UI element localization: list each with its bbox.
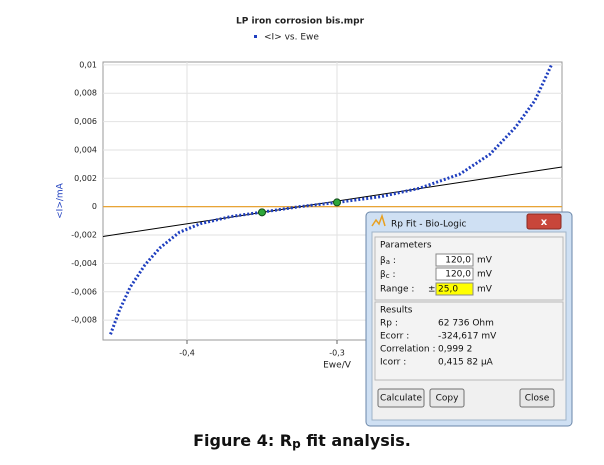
input[interactable] <box>435 267 474 281</box>
result-label: Correlation : <box>380 345 436 355</box>
button-label: Close <box>525 394 550 404</box>
y-tick-label: 0 <box>92 202 97 211</box>
dialog: Rp Fit - Bio-Logic x Parameters βa : 120… <box>365 211 573 427</box>
button-label: Copy <box>436 394 460 404</box>
button-label: Calculate <box>380 394 422 404</box>
result-value: -324,617 mV <box>438 332 497 342</box>
result-value: 0,415 82 µA <box>438 358 494 368</box>
x-axis-label: Ewe/V <box>323 361 352 371</box>
y-tick-label: 0,008 <box>74 89 97 98</box>
button[interactable] <box>519 388 555 408</box>
parameters-heading: Parameters <box>380 241 432 251</box>
param-value: 120,0 <box>445 270 471 280</box>
results-heading: Results <box>380 306 413 316</box>
button[interactable] <box>429 388 465 408</box>
param-unit: mV <box>477 270 493 280</box>
x-tick-label: -0,4 <box>179 349 195 358</box>
y-tick-label: -0,002 <box>71 231 97 240</box>
param-label: Range : <box>380 285 414 295</box>
result-label: Ecorr : <box>380 332 409 342</box>
y-tick-label: 0,002 <box>74 174 97 183</box>
result-label: Icorr : <box>380 358 406 368</box>
x-tick-label: -0,3 <box>329 349 345 358</box>
param-prefix: ± <box>428 285 436 295</box>
data-line <box>109 64 553 335</box>
result-value: 62 736 Ohm <box>438 319 494 329</box>
y-tick-label: -0,006 <box>71 287 97 296</box>
chart-title: LP iron corrosion bis.mpr <box>236 17 365 27</box>
fit-point <box>333 198 341 207</box>
legend-label: <I> vs. Ewe <box>264 33 319 43</box>
close-button[interactable] <box>526 213 562 230</box>
param-unit: mV <box>477 285 493 295</box>
input[interactable] <box>435 282 474 296</box>
results: Rp : 62 736 Ohm Ecorr : -324,617 mVCorrelat… <box>380 319 497 368</box>
param-value: 25,0 <box>438 285 458 295</box>
button[interactable] <box>377 388 425 408</box>
y-tick-label: 0,01 <box>79 60 97 69</box>
dialog-title: Rp Fit - Bio-Logic <box>391 220 467 230</box>
y-tick-label: -0,004 <box>71 259 97 268</box>
param-unit: mV <box>477 256 493 266</box>
param-label: βa : <box>380 256 396 267</box>
fit-point <box>258 208 266 217</box>
param-label: βc : <box>380 270 396 281</box>
legend-marker <box>254 35 257 38</box>
results-group <box>374 301 564 381</box>
input[interactable] <box>435 253 474 267</box>
y-tick-label: 0,004 <box>74 145 97 154</box>
y-tick-label: -0,008 <box>71 316 97 325</box>
y-axis-label: <I>/mA <box>56 182 66 219</box>
caption: Figure 4: Rp fit analysis. <box>193 431 411 451</box>
close-icon: x <box>541 217 548 228</box>
result-value: 0,999 2 <box>438 345 472 355</box>
fit-line <box>102 166 563 237</box>
param-value: 120,0 <box>445 256 471 266</box>
app-icon <box>371 213 386 227</box>
y-tick-label: 0,006 <box>74 117 97 126</box>
result-label: Rp : <box>380 319 398 329</box>
